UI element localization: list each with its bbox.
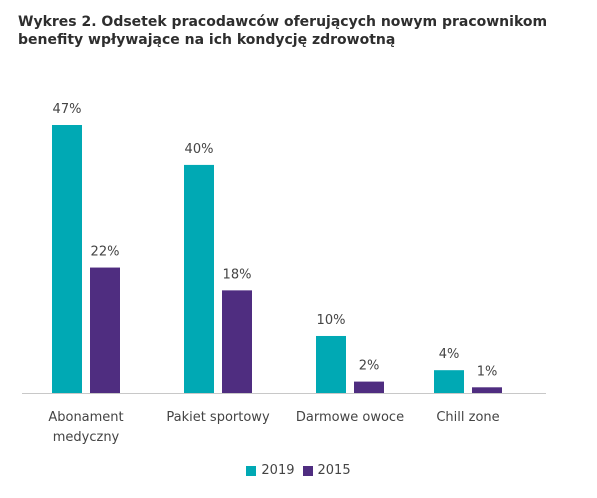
data-label-2015-2: 2% [359,359,380,374]
bar-chart: 47% 22% Abonament medyczny 40% 18% Pakiet spor… [22,102,546,445]
data-label-2015-3: 1% [477,364,498,379]
legend: 2019 2015 [0,463,597,480]
legend-label-2015: 2015 [317,463,351,478]
chart-title: Wykres 2. Odsetek pracodawców oferującyc… [18,13,588,49]
bar-2015-3 [472,387,502,393]
chart-title-line-2: benefity wpływające na ich kondycję zdro… [18,32,396,48]
data-label-2015-0: 22% [91,245,120,260]
bars-layer [52,125,502,393]
data-label-2015-1: 18% [223,267,252,282]
chart-title-line-1: Wykres 2. Odsetek pracodawców oferującyc… [18,14,548,30]
bar-2015-0 [90,267,120,393]
legend-item-2019: 2019 [246,463,295,478]
data-label-2019-2: 10% [317,313,346,328]
category-label-0-0: Abonament [48,410,123,425]
legend-label-2019: 2019 [261,463,295,478]
bar-2019-2 [316,335,346,393]
category-label-1-0: Pakiet sportowy [166,410,270,425]
category-label-2-0: Darmowe owoce [296,410,404,425]
bar-2019-0 [52,125,82,393]
bar-2019-3 [434,370,464,393]
data-label-2019-3: 4% [439,347,460,362]
legend-swatch-2015 [302,465,313,476]
data-label-2019-1: 40% [185,142,214,157]
category-label-3-0: Chill zone [436,410,499,425]
bar-2015-2 [354,381,384,393]
bar-2019-1 [184,164,214,393]
bar-2015-1 [222,290,252,393]
labels-layer: 47% 22% Abonament medyczny 40% 18% Pakiet spor… [48,102,499,445]
legend-swatch-2019 [246,465,257,476]
data-label-2019-0: 47% [53,102,82,117]
legend-item-2015: 2015 [302,463,351,478]
category-label-0-1: medyczny [53,430,120,445]
